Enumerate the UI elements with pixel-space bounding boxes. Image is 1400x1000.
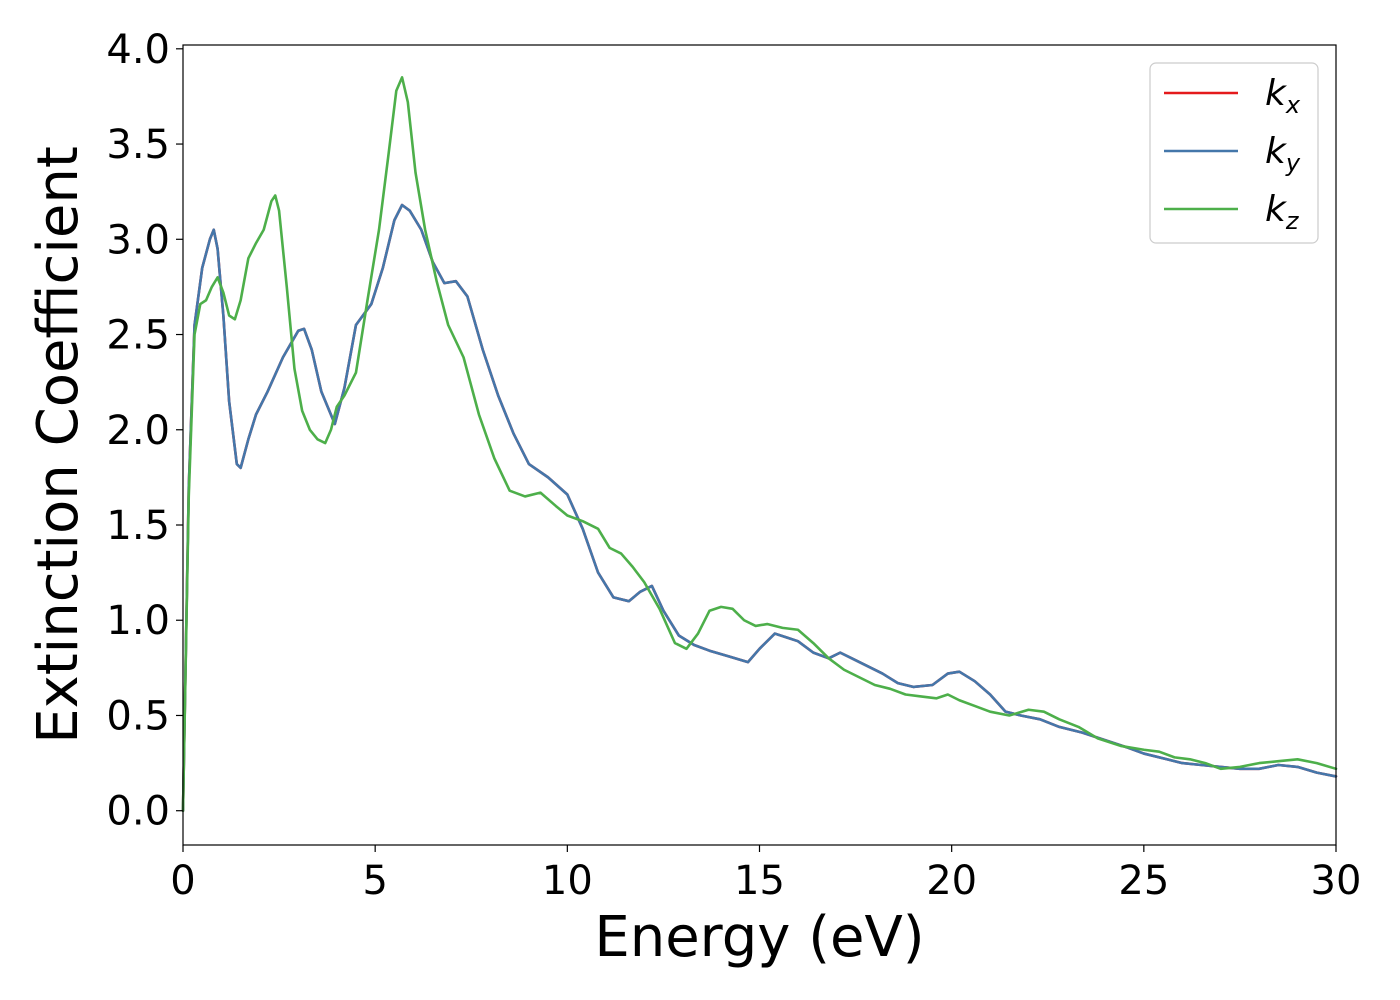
legend-box: [1149, 62, 1319, 244]
x-tick-label: 0: [170, 858, 195, 904]
y-tick-label: 4.0: [106, 27, 170, 73]
x-axis-label: Energy (eV): [594, 905, 924, 970]
legend: kx ky kz: [1149, 62, 1319, 244]
y-tick-label: 3.0: [106, 217, 170, 263]
series-layer: [181, 76, 1338, 813]
plot-background: [183, 45, 1336, 845]
x-tick-label: 10: [542, 858, 593, 904]
x-tick-label: 30: [1311, 858, 1362, 904]
x-axis: 0 5 10 15 20 25 30: [170, 845, 1361, 904]
series-line-z: [181, 76, 1338, 813]
y-tick-label: 3.5: [106, 122, 170, 168]
y-axis: 0.0 0.5 1.0 1.5 2.0 2.5 3.0 3.5 4.0: [106, 27, 183, 835]
legend-label-y: ky: [1265, 131, 1301, 177]
y-tick-label: 1.0: [106, 598, 170, 644]
legend-label-x: kx: [1265, 73, 1301, 119]
series-line-y: [181, 203, 1338, 813]
y-tick-label: 1.5: [106, 503, 170, 549]
y-tick-label: 2.0: [106, 408, 170, 454]
x-tick-label: 15: [734, 858, 785, 904]
y-tick-label: 2.5: [106, 313, 170, 359]
y-tick-label: 0.5: [106, 693, 170, 739]
x-tick-label: 20: [926, 858, 977, 904]
y-axis-label: Extinction Coefficient: [26, 146, 91, 744]
x-tick-label: 5: [362, 858, 387, 904]
legend-label-z: kz: [1265, 189, 1300, 235]
x-tick-label: 25: [1118, 858, 1169, 904]
y-tick-label: 0.0: [106, 789, 170, 835]
